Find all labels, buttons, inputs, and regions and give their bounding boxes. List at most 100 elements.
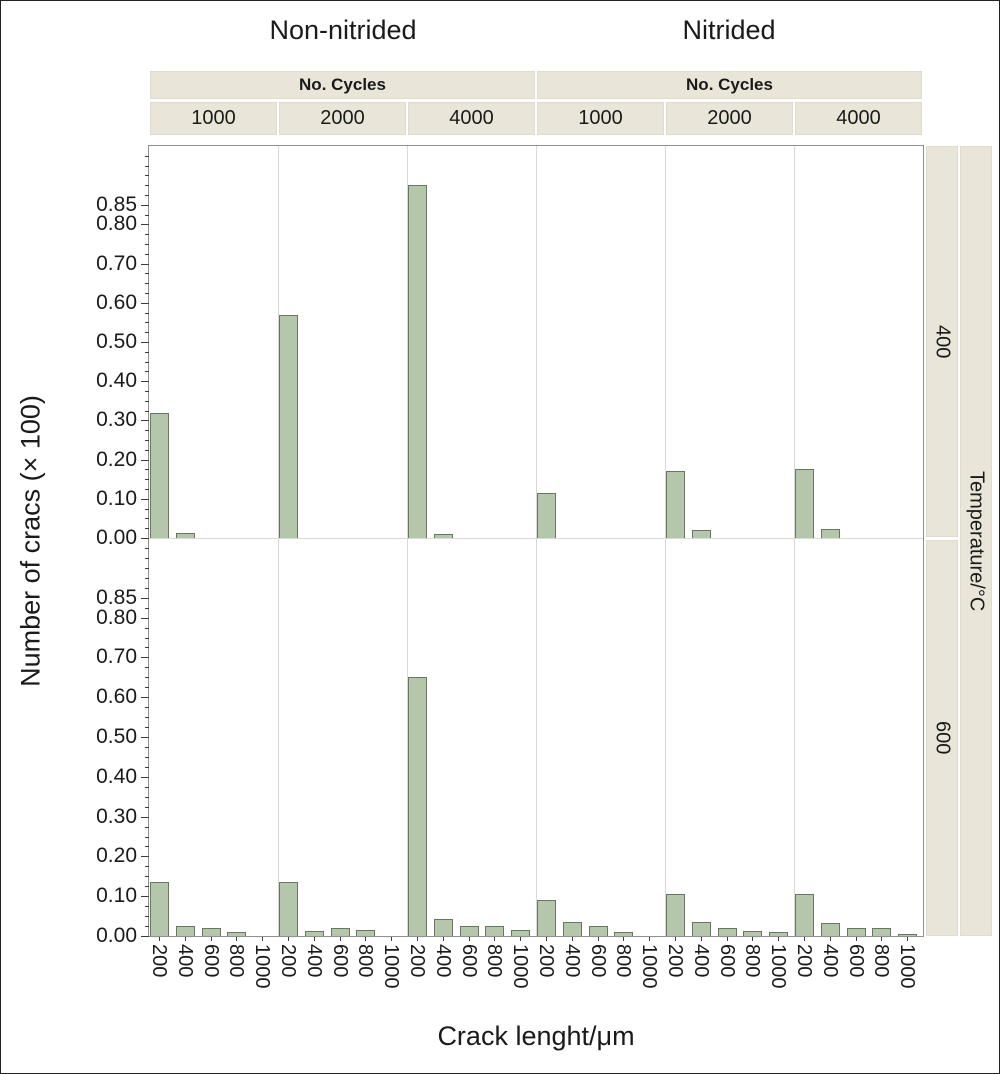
- x-tick: [185, 937, 186, 941]
- y-minor-tick: [145, 273, 149, 274]
- x-tick-label: 800: [870, 944, 892, 978]
- cycles-header-strip-right: No. Cycles: [537, 71, 922, 99]
- y-minor-tick: [145, 608, 149, 609]
- x-tick: [804, 937, 805, 941]
- x-tick-label: 200: [664, 944, 686, 978]
- y-minor-tick: [145, 234, 149, 235]
- bar: [485, 926, 504, 936]
- facet-group-title-nitrided: Nitrided: [682, 15, 776, 45]
- panel-separator: [407, 146, 408, 936]
- y-tick-label: 0.10: [96, 487, 137, 510]
- cycles-header-label: No. Cycles: [686, 75, 773, 94]
- x-tick-label: 200: [277, 944, 299, 978]
- y-tick-label: 0.10: [96, 884, 137, 907]
- y-tick-label: 0.00: [96, 526, 137, 549]
- y-minor-tick: [145, 391, 149, 392]
- x-tick: [701, 937, 702, 941]
- x-tick: [572, 937, 573, 941]
- y-minor-tick: [145, 489, 149, 490]
- bar: [821, 923, 840, 936]
- y-minor-tick: [145, 313, 149, 314]
- y-minor-tick: [145, 667, 149, 668]
- bar: [305, 931, 324, 936]
- y-tick-label: 0.60: [96, 291, 137, 314]
- y-tick-label: 0.70: [96, 252, 137, 275]
- y-minor-tick: [145, 886, 149, 887]
- cycle-value-label: 2000: [707, 107, 752, 129]
- row-facet-label-600: 600: [931, 721, 954, 755]
- row-facet-label-400: 400: [931, 324, 954, 359]
- y-minor-tick: [145, 352, 149, 353]
- x-tick: [236, 937, 237, 941]
- x-tick: [211, 937, 212, 941]
- y-minor-tick: [145, 916, 149, 917]
- y-tick: [141, 618, 149, 619]
- y-minor-tick: [145, 509, 149, 510]
- x-tick: [365, 937, 366, 941]
- bar: [589, 926, 608, 936]
- y-minor-tick: [145, 807, 149, 808]
- y-minor-tick: [145, 638, 149, 639]
- panel-separator: [536, 146, 537, 936]
- y-minor-tick: [145, 787, 149, 788]
- y-minor-tick: [145, 747, 149, 748]
- x-tick-label: 1000: [896, 944, 918, 989]
- y-tick-label: 0.85: [96, 193, 137, 216]
- y-tick-label: 0.80: [96, 606, 137, 629]
- y-tick-label: 0.30: [96, 805, 137, 828]
- bar: [408, 677, 427, 936]
- x-tick: [520, 937, 521, 941]
- y-minor-tick: [145, 548, 149, 549]
- x-tick: [469, 937, 470, 941]
- y-tick-label: 0.70: [96, 645, 137, 668]
- bar: [666, 471, 685, 538]
- x-tick: [856, 937, 857, 941]
- y-minor-tick: [145, 876, 149, 877]
- cycle-value-label: 1000: [191, 107, 236, 129]
- x-tick: [830, 937, 831, 941]
- y-tick-label: 0.40: [96, 765, 137, 788]
- x-tick: [340, 937, 341, 941]
- y-tick: [141, 460, 149, 461]
- y-minor-tick: [145, 578, 149, 579]
- y-minor-tick: [145, 677, 149, 678]
- temperature-axis-strip: Temperature/°C: [960, 146, 992, 936]
- x-tick-label: 600: [716, 944, 738, 978]
- cycle-value-header: 1000: [537, 102, 664, 135]
- bar: [356, 930, 375, 936]
- x-tick-label: 800: [741, 944, 763, 978]
- bar: [614, 932, 633, 936]
- y-tick-label: 0.30: [96, 408, 137, 431]
- x-tick-label: 400: [174, 944, 196, 978]
- x-tick-label: 400: [690, 944, 712, 978]
- bar: [331, 928, 350, 936]
- y-minor-tick: [145, 185, 149, 186]
- bar: [692, 922, 711, 936]
- y-tick: [141, 856, 149, 857]
- y-minor-tick: [145, 687, 149, 688]
- bar: [743, 931, 762, 936]
- bar: [795, 894, 814, 936]
- x-tick-label: 1000: [509, 944, 531, 989]
- y-minor-tick: [145, 332, 149, 333]
- cycle-value-header: 1000: [150, 102, 277, 135]
- y-tick: [141, 205, 149, 206]
- cycle-value-header: 2000: [279, 102, 406, 135]
- y-tick: [141, 737, 149, 738]
- y-minor-tick: [145, 588, 149, 589]
- y-minor-tick: [145, 906, 149, 907]
- y-minor-tick: [145, 362, 149, 363]
- x-tick-label: 600: [458, 944, 480, 978]
- y-minor-tick: [145, 244, 149, 245]
- x-tick: [262, 937, 263, 941]
- x-tick-label: 400: [819, 944, 841, 978]
- y-minor-tick: [145, 727, 149, 728]
- bar: [202, 928, 221, 936]
- y-minor-tick: [145, 175, 149, 176]
- bar: [563, 922, 582, 936]
- y-tick-label: 0.80: [96, 212, 137, 235]
- y-minor-tick: [145, 518, 149, 519]
- x-tick: [494, 937, 495, 941]
- y-tick-label: 0.50: [96, 330, 137, 353]
- cycle-value-header: 4000: [795, 102, 922, 135]
